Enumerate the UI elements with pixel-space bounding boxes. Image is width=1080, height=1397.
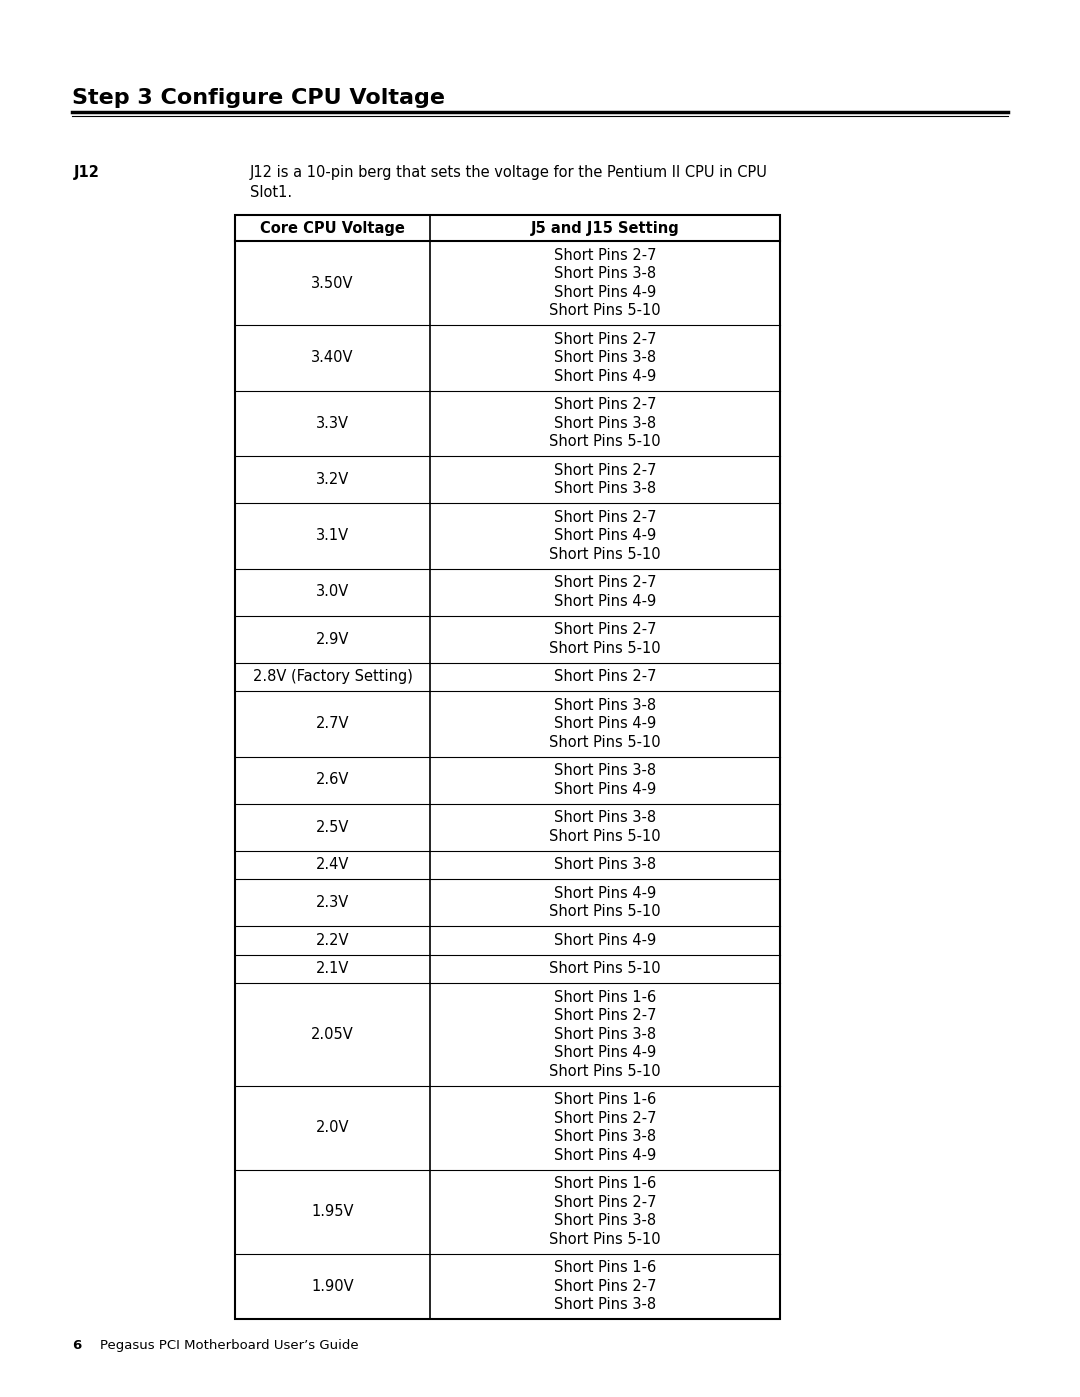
Text: 2.7V: 2.7V	[315, 717, 349, 731]
Text: Short Pins 3-8: Short Pins 3-8	[554, 697, 656, 712]
Text: 2.4V: 2.4V	[315, 858, 349, 872]
Text: Short Pins 1-6: Short Pins 1-6	[554, 989, 657, 1004]
Text: Short Pins 2-7: Short Pins 2-7	[554, 1111, 657, 1126]
Text: Short Pins 4-9: Short Pins 4-9	[554, 717, 657, 731]
Text: Pegasus PCI Motherboard User’s Guide: Pegasus PCI Motherboard User’s Guide	[100, 1338, 359, 1352]
Text: 3.0V: 3.0V	[315, 584, 349, 599]
Text: Short Pins 2-7: Short Pins 2-7	[554, 397, 657, 412]
Text: Short Pins 5-10: Short Pins 5-10	[550, 828, 661, 844]
Text: Short Pins 2-7: Short Pins 2-7	[554, 331, 657, 346]
Text: Short Pins 4-9: Short Pins 4-9	[554, 1148, 657, 1162]
Text: Short Pins 2-7: Short Pins 2-7	[554, 622, 657, 637]
Text: Short Pins 1-6: Short Pins 1-6	[554, 1260, 657, 1275]
Text: Short Pins 5-10: Short Pins 5-10	[550, 434, 661, 450]
Text: Short Pins 5-10: Short Pins 5-10	[550, 1232, 661, 1246]
Text: 1.90V: 1.90V	[311, 1278, 354, 1294]
Text: Short Pins 3-8: Short Pins 3-8	[554, 351, 656, 365]
Text: Short Pins 4-9: Short Pins 4-9	[554, 782, 657, 796]
Text: Short Pins 2-7: Short Pins 2-7	[554, 510, 657, 525]
Text: Short Pins 4-9: Short Pins 4-9	[554, 594, 657, 609]
Text: Short Pins 1-6: Short Pins 1-6	[554, 1092, 657, 1108]
Text: 2.5V: 2.5V	[315, 820, 349, 834]
Text: Short Pins 4-9: Short Pins 4-9	[554, 369, 657, 384]
Text: Short Pins 2-7: Short Pins 2-7	[554, 576, 657, 591]
Text: 2.8V (Factory Setting): 2.8V (Factory Setting)	[253, 669, 413, 685]
Text: Short Pins 1-6: Short Pins 1-6	[554, 1176, 657, 1192]
Text: Short Pins 3-8: Short Pins 3-8	[554, 267, 656, 281]
Text: Short Pins 4-9: Short Pins 4-9	[554, 933, 657, 947]
Text: Short Pins 2-7: Short Pins 2-7	[554, 1009, 657, 1023]
Text: 3.2V: 3.2V	[315, 472, 349, 488]
Text: Short Pins 4-9: Short Pins 4-9	[554, 285, 657, 300]
Text: Short Pins 5-10: Short Pins 5-10	[550, 641, 661, 655]
Text: Short Pins 2-7: Short Pins 2-7	[554, 1278, 657, 1294]
Bar	[235, 215, 780, 1319]
Text: 1.95V: 1.95V	[311, 1204, 354, 1220]
Text: Short Pins 3-8: Short Pins 3-8	[554, 1129, 656, 1144]
Text: 3.40V: 3.40V	[311, 351, 354, 365]
Text: J12: J12	[75, 165, 99, 180]
Text: Short Pins 2-7: Short Pins 2-7	[554, 669, 657, 685]
Text: 2.05V: 2.05V	[311, 1027, 354, 1042]
Text: Short Pins 4-9: Short Pins 4-9	[554, 1045, 657, 1060]
Text: J5 and J15 Setting: J5 and J15 Setting	[530, 221, 679, 236]
Text: Short Pins 2-7: Short Pins 2-7	[554, 1194, 657, 1210]
Text: Short Pins 3-8: Short Pins 3-8	[554, 416, 656, 430]
Text: Short Pins 5-10: Short Pins 5-10	[550, 961, 661, 977]
Text: Step 3 Configure CPU Voltage: Step 3 Configure CPU Voltage	[72, 88, 445, 108]
Text: Short Pins 5-10: Short Pins 5-10	[550, 546, 661, 562]
Text: 2.0V: 2.0V	[315, 1120, 349, 1134]
Text: Short Pins 5-10: Short Pins 5-10	[550, 303, 661, 319]
Text: Short Pins 2-7: Short Pins 2-7	[554, 462, 657, 478]
Text: Short Pins 5-10: Short Pins 5-10	[550, 904, 661, 919]
Text: 2.1V: 2.1V	[315, 961, 349, 977]
Text: 3.3V: 3.3V	[316, 416, 349, 430]
Text: Short Pins 3-8: Short Pins 3-8	[554, 481, 656, 496]
Text: Core CPU Voltage: Core CPU Voltage	[260, 221, 405, 236]
Text: J12 is a 10-pin berg that sets the voltage for the Pentium II CPU in CPU: J12 is a 10-pin berg that sets the volta…	[249, 165, 768, 180]
Text: 3.50V: 3.50V	[311, 275, 354, 291]
Text: Short Pins 3-8: Short Pins 3-8	[554, 1027, 656, 1042]
Text: Short Pins 3-8: Short Pins 3-8	[554, 763, 656, 778]
Text: 2.3V: 2.3V	[315, 895, 349, 909]
Text: 2.2V: 2.2V	[315, 933, 349, 947]
Text: 2.6V: 2.6V	[315, 773, 349, 788]
Text: Slot1.: Slot1.	[249, 184, 292, 200]
Text: Short Pins 4-9: Short Pins 4-9	[554, 528, 657, 543]
Text: Short Pins 4-9: Short Pins 4-9	[554, 886, 657, 901]
Text: 2.9V: 2.9V	[315, 631, 349, 647]
Text: Short Pins 2-7: Short Pins 2-7	[554, 247, 657, 263]
Text: 6: 6	[72, 1338, 81, 1352]
Text: Short Pins 3-8: Short Pins 3-8	[554, 810, 656, 826]
Text: Short Pins 3-8: Short Pins 3-8	[554, 1298, 656, 1312]
Text: Short Pins 5-10: Short Pins 5-10	[550, 735, 661, 750]
Text: 3.1V: 3.1V	[316, 528, 349, 543]
Text: Short Pins 3-8: Short Pins 3-8	[554, 858, 656, 872]
Text: Short Pins 5-10: Short Pins 5-10	[550, 1063, 661, 1078]
Text: Short Pins 3-8: Short Pins 3-8	[554, 1213, 656, 1228]
